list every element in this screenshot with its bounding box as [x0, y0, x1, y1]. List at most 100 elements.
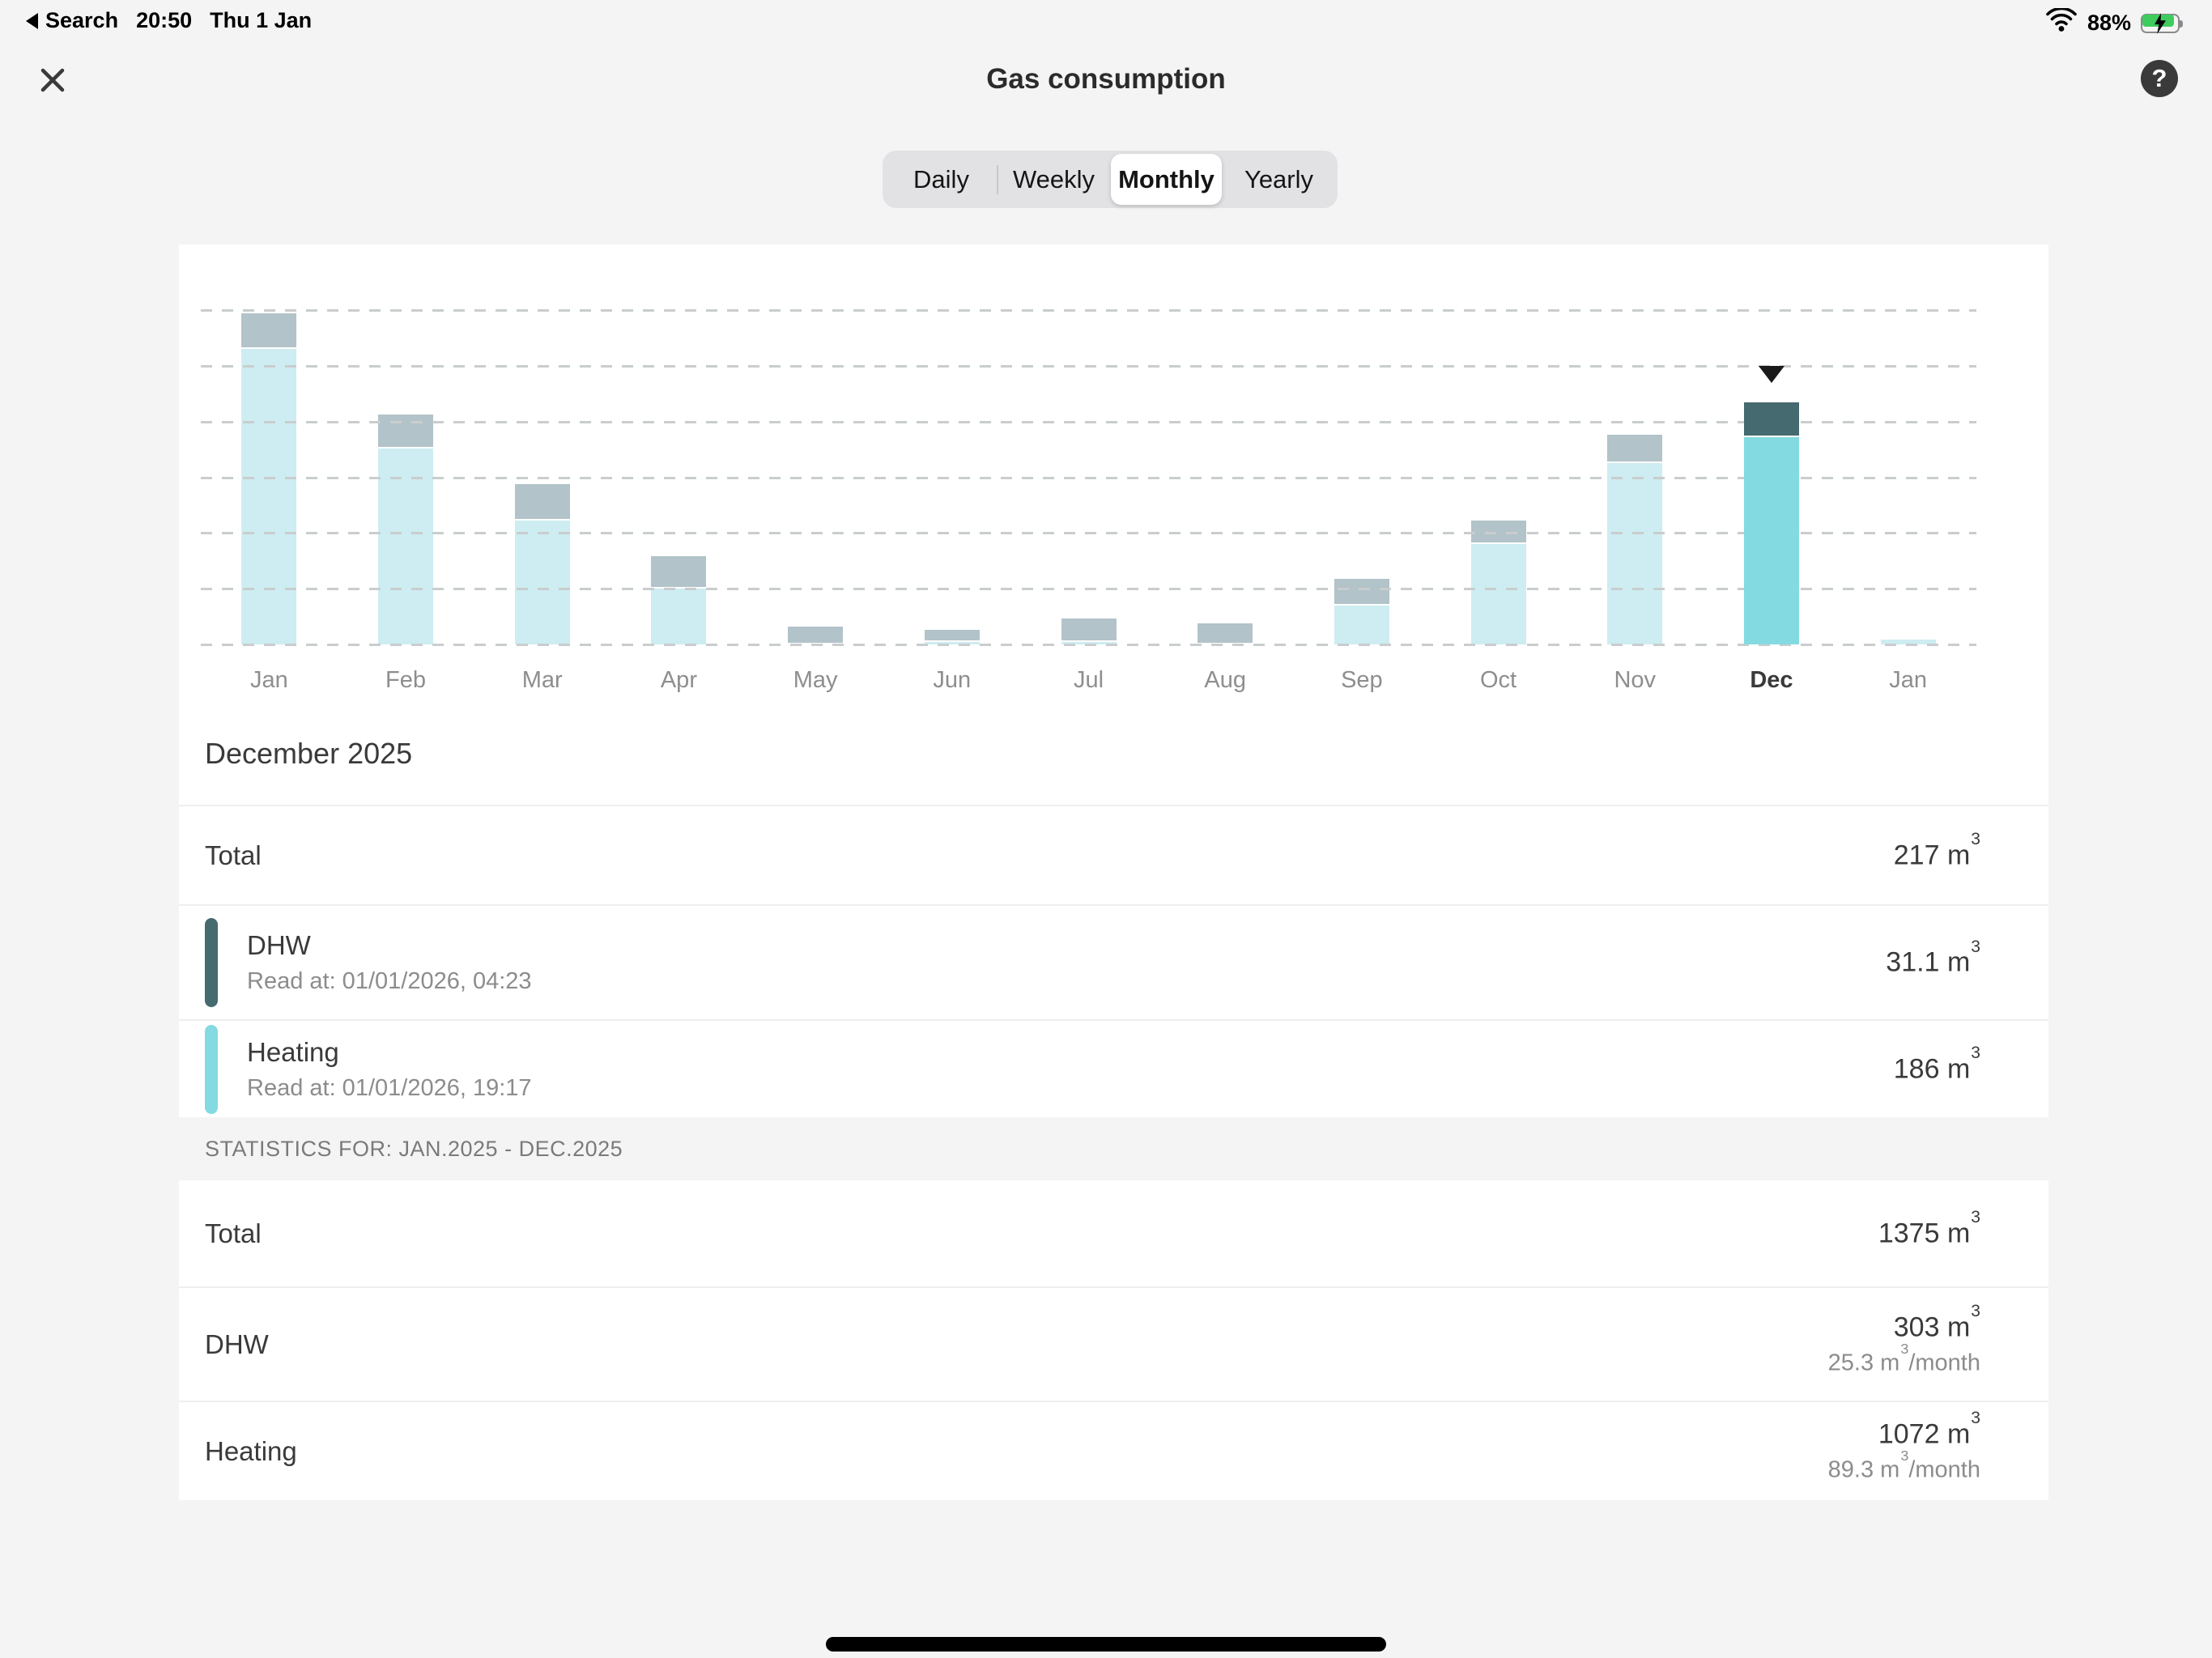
- bar-segment-dhw: [651, 556, 707, 589]
- bar-nov-10[interactable]: [1607, 435, 1663, 644]
- stats-heating-per-month: 89.3 m3/month: [1827, 1448, 1980, 1483]
- consumption-card: Jan Feb Mar Apr May Jun Jul Aug Sep Oct Nov Dec Jan …: [179, 244, 2048, 1500]
- back-triangle-icon: [26, 12, 38, 29]
- dhw-row: DHW Read at: 01/01/2026, 04:23 31.1 m3: [179, 904, 2048, 1019]
- month-label-mar-2: Mar: [521, 667, 563, 693]
- bar-segment-heating: [1470, 544, 1526, 644]
- total-label: Total: [205, 840, 262, 870]
- segment-divider: [997, 164, 998, 194]
- gridline-100: [201, 532, 1976, 535]
- consumption-chart: Jan Feb Mar Apr May Jun Jul Aug Sep Oct Nov Dec Jan: [179, 244, 2048, 730]
- bar-segment-dhw: [514, 483, 570, 521]
- bar-segment-dhw: [924, 630, 980, 643]
- bar-oct-9[interactable]: [1470, 521, 1526, 644]
- bar-aug-7[interactable]: [1197, 623, 1253, 644]
- month-label-aug-7: Aug: [1204, 667, 1246, 693]
- bar-segment-heating: [378, 448, 434, 644]
- total-value: 217 m3: [1893, 830, 1980, 871]
- close-icon: [40, 68, 65, 92]
- month-label-jul-6: Jul: [1073, 667, 1104, 693]
- question-icon: ?: [2151, 64, 2167, 92]
- stats-total-label: Total: [205, 1218, 262, 1248]
- bar-segment-heating: [1880, 640, 1936, 644]
- bar-segment-heating: [1334, 605, 1389, 644]
- tab-daily[interactable]: Daily: [913, 165, 969, 193]
- stats-dhw-per-month: 25.3 m3/month: [1827, 1341, 1980, 1376]
- gridline-50: [201, 588, 1976, 591]
- bar-segment-heating: [514, 521, 570, 644]
- month-label-apr-3: Apr: [660, 667, 697, 693]
- bar-jan-0[interactable]: [241, 313, 297, 644]
- heating-legend-chip: [205, 1024, 218, 1114]
- stats-heating-row: Heating 1072 m3 89.3 m3/month: [179, 1401, 2048, 1500]
- dhw-value: 31.1 m3: [1886, 937, 1980, 978]
- heating-row: Heating Read at: 01/01/2026, 19:17 186 m…: [179, 1019, 2048, 1117]
- total-row: Total 217 m3: [179, 805, 2048, 904]
- bar-segment-heating: [1061, 642, 1117, 644]
- bar-segment-heating: [924, 642, 980, 644]
- bar-segment-dhw: [1607, 435, 1663, 463]
- month-label-jun-5: Jun: [933, 667, 972, 693]
- gridline-150: [201, 476, 1976, 479]
- heating-label: Heating: [247, 1036, 339, 1067]
- status-date: Thu 1 Jan: [210, 8, 313, 32]
- bar-segment-dhw: [1197, 623, 1253, 644]
- tab-monthly[interactable]: Monthly: [1111, 154, 1222, 205]
- period-segmented-control: Daily Weekly Monthly Yearly: [883, 151, 1338, 208]
- close-button[interactable]: [36, 63, 70, 97]
- detail-rows: Total 217 m3 DHW Read at: 01/01/2026, 04…: [179, 805, 2048, 1500]
- month-label-jan-12: Jan: [1889, 667, 1928, 693]
- dhw-label: DHW: [247, 930, 311, 960]
- back-to-search-link[interactable]: Search: [26, 8, 118, 33]
- bar-feb-1[interactable]: [378, 414, 434, 644]
- tab-yearly[interactable]: Yearly: [1244, 165, 1314, 193]
- bar-segment-dhw: [1061, 619, 1117, 643]
- bar-segment-dhw: [1334, 578, 1389, 606]
- home-indicator[interactable]: [826, 1637, 1386, 1652]
- gridline-250: [201, 364, 1976, 368]
- month-label-oct-9: Oct: [1480, 667, 1517, 693]
- month-label-jan-0: Jan: [249, 667, 288, 693]
- bar-jun-5[interactable]: [924, 630, 980, 644]
- gridline-200: [201, 420, 1976, 423]
- stats-dhw-row: DHW 303 m3 25.3 m3/month: [179, 1286, 2048, 1401]
- back-label: Search: [45, 8, 119, 32]
- selected-month-marker: [1758, 366, 1784, 384]
- bar-mar-2[interactable]: [514, 483, 570, 644]
- tab-weekly[interactable]: Weekly: [1012, 165, 1095, 193]
- battery-charging-icon: [2141, 12, 2188, 34]
- bar-segment-heating: [241, 349, 297, 644]
- battery-percent: 88%: [2087, 11, 2131, 35]
- month-label-may-4: May: [793, 667, 838, 693]
- stats-total-value: 1375 m3: [1878, 1208, 1980, 1249]
- wifi-icon: [2045, 6, 2078, 38]
- bar-segment-dhw: [1743, 402, 1799, 437]
- page-title: Gas consumption: [986, 63, 1226, 95]
- heating-read-at: Read at: 01/01/2026, 19:17: [247, 1074, 532, 1101]
- bar-segment-dhw: [241, 313, 297, 350]
- month-label-dec-11: Dec: [1750, 667, 1793, 693]
- stats-dhw-label: DHW: [205, 1329, 269, 1359]
- status-bar: Search 20:50 Thu 1 Jan 88%: [0, 0, 2212, 39]
- stats-dhw-value: 303 m3: [1893, 1302, 1980, 1343]
- status-time: 20:50: [136, 8, 193, 32]
- selected-month-heading: December 2025: [205, 737, 413, 770]
- month-label-nov-10: Nov: [1614, 667, 1657, 693]
- bar-segment-heating: [1743, 436, 1799, 644]
- bar-sep-8[interactable]: [1334, 578, 1389, 644]
- bar-apr-3[interactable]: [651, 556, 707, 644]
- bar-may-4[interactable]: [788, 626, 844, 644]
- month-label-sep-8: Sep: [1341, 667, 1383, 693]
- stats-heating-label: Heating: [205, 1435, 297, 1466]
- stats-total-row: Total 1375 m3: [179, 1180, 2048, 1286]
- stats-heating-value: 1072 m3: [1878, 1409, 1980, 1450]
- bar-jan-12[interactable]: [1880, 640, 1936, 644]
- heating-value: 186 m3: [1893, 1044, 1980, 1085]
- bar-dec-11[interactable]: [1743, 402, 1799, 644]
- help-button[interactable]: ?: [2141, 60, 2178, 97]
- bar-jul-6[interactable]: [1061, 619, 1117, 644]
- bar-segment-dhw: [788, 626, 844, 644]
- gridline-300: [201, 309, 1976, 312]
- month-label-feb-1: Feb: [385, 667, 427, 693]
